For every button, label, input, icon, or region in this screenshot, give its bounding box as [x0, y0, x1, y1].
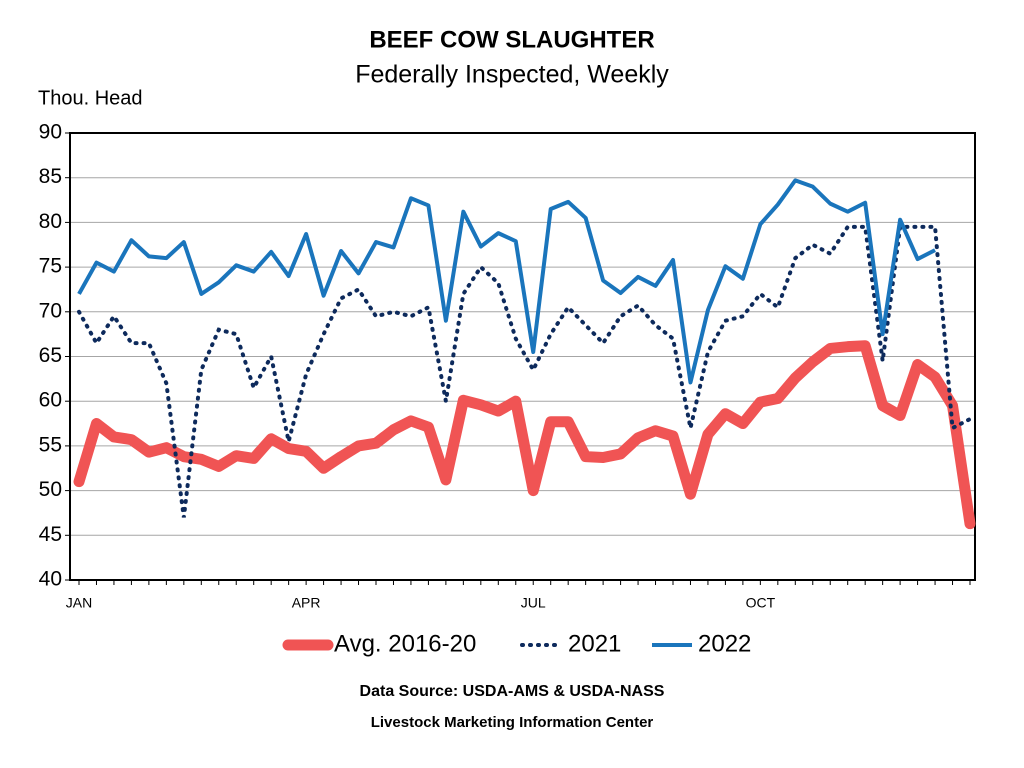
- x-tick-label: OCT: [746, 595, 776, 611]
- x-tick-label: JUL: [521, 595, 546, 611]
- y-axis-label: Thou. Head: [38, 87, 143, 109]
- y-tick-label: 45: [39, 523, 62, 546]
- series-line: [77, 224, 972, 518]
- y-tick-label: 75: [39, 255, 62, 278]
- x-tick-label: APR: [292, 595, 321, 611]
- chart-title: BEEF COW SLAUGHTER: [369, 26, 654, 53]
- legend-label: 2021: [568, 630, 621, 657]
- plot-frame: [69, 132, 976, 581]
- y-tick-label: 90: [39, 121, 62, 144]
- y-tick-label: 40: [39, 568, 62, 591]
- chart-subtitle: Federally Inspected, Weekly: [355, 61, 669, 89]
- credit: Livestock Marketing Information Center: [371, 714, 654, 731]
- y-tick-label: 65: [39, 344, 62, 367]
- series-line: [77, 178, 936, 385]
- y-tick-label: 80: [39, 210, 62, 233]
- y-tick-label: 55: [39, 433, 62, 456]
- legend-label: Avg. 2016-20: [334, 630, 476, 657]
- source: Data Source: USDA-AMS & USDA-NASS: [360, 683, 665, 700]
- y-tick-label: 70: [39, 299, 62, 322]
- x-tick-label: JAN: [66, 595, 92, 611]
- y-tick-label: 60: [39, 389, 62, 412]
- series-line: [73, 340, 976, 530]
- legend-label: 2022: [698, 630, 751, 657]
- y-tick-label: 50: [39, 478, 62, 501]
- y-tick-label: 85: [39, 165, 62, 188]
